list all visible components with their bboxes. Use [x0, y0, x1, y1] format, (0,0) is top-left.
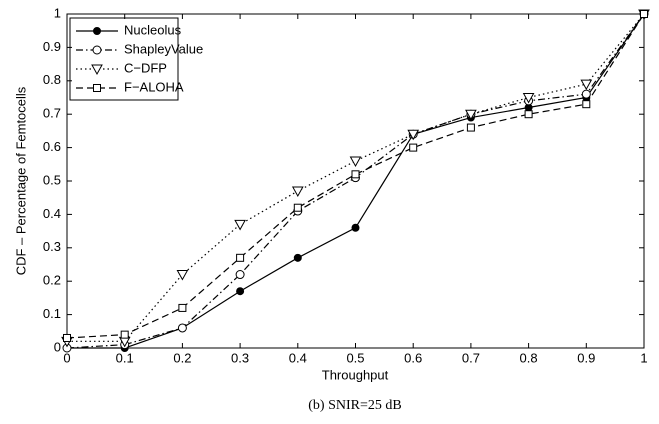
- y-tick-label: 0.6: [43, 139, 61, 154]
- y-tick-label: 0.3: [43, 239, 61, 254]
- marker: [293, 203, 302, 212]
- marker: [640, 10, 648, 18]
- x-tick-label: 0.8: [520, 350, 538, 365]
- marker: [178, 303, 187, 312]
- legend-label: Nucleolus: [124, 22, 182, 37]
- marker: [176, 270, 189, 281]
- marker: [581, 89, 591, 99]
- legend-marker: [92, 45, 102, 55]
- marker: [236, 287, 245, 296]
- x-tick-label: 0.4: [289, 350, 307, 365]
- y-axis-label: CDF – Percentage of Femtocells: [13, 86, 28, 275]
- marker: [234, 219, 246, 231]
- marker: [582, 100, 591, 109]
- y-tick-label: 0.4: [43, 206, 61, 221]
- marker: [177, 323, 187, 333]
- legend-label: F−ALOHA: [124, 79, 184, 94]
- marker: [351, 170, 360, 179]
- x-tick-label: 0.7: [462, 350, 480, 365]
- marker: [351, 223, 360, 232]
- x-tick-label: 0.9: [577, 350, 595, 365]
- x-tick-label: 0.1: [116, 350, 134, 365]
- marker: [293, 253, 302, 262]
- y-tick-label: 0.9: [43, 39, 61, 54]
- marker: [465, 109, 477, 121]
- x-tick-label: 0.3: [231, 350, 249, 365]
- marker: [407, 129, 420, 141]
- y-tick-label: 0.2: [43, 273, 61, 288]
- marker: [120, 330, 129, 339]
- marker: [522, 93, 535, 104]
- marker: [524, 110, 533, 119]
- marker: [349, 156, 362, 167]
- series-line: [66, 13, 645, 339]
- x-axis-label: Throughput: [322, 367, 389, 382]
- marker: [409, 143, 418, 152]
- legend-label: ShapleyValue: [124, 41, 203, 56]
- legend: [69, 17, 179, 101]
- marker: [466, 123, 475, 132]
- marker: [63, 333, 71, 342]
- marker: [235, 270, 245, 280]
- caption: (b) SNIR=25 dB: [308, 398, 401, 413]
- marker: [580, 79, 593, 91]
- x-tick-label: 1: [640, 350, 647, 365]
- marker: [236, 253, 245, 262]
- series-line: [67, 13, 645, 342]
- x-tick-label: 0.6: [404, 350, 422, 365]
- marker: [291, 186, 304, 198]
- legend-marker: [93, 84, 101, 92]
- x-tick-label: 0: [63, 350, 70, 365]
- y-tick-label: 1: [54, 5, 61, 20]
- y-tick-label: 0.5: [43, 172, 61, 187]
- y-tick-label: 0.7: [43, 106, 61, 121]
- legend-marker: [93, 27, 101, 35]
- x-tick-label: 0.5: [346, 350, 364, 365]
- y-tick-label: 0: [54, 339, 61, 354]
- legend-label: C−DFP: [124, 60, 167, 75]
- x-tick-label: 0.2: [173, 350, 191, 365]
- y-tick-label: 0.8: [43, 72, 61, 87]
- y-tick-label: 0.1: [43, 306, 61, 321]
- legend-marker: [91, 64, 103, 76]
